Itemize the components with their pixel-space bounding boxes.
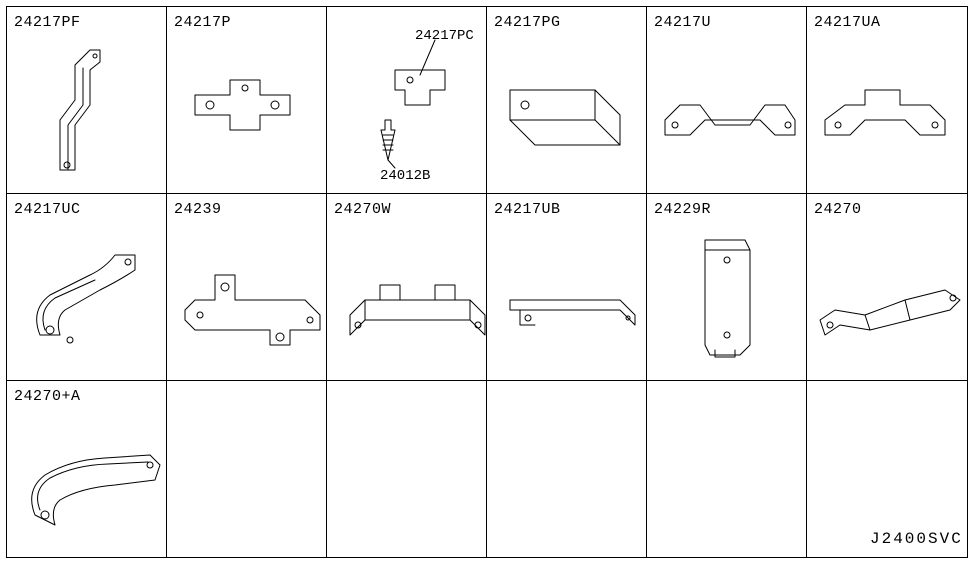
cell-label: 24270W xyxy=(334,201,391,218)
col-divider xyxy=(486,380,487,558)
part-bracket-icon xyxy=(180,260,330,360)
part-bracket-icon xyxy=(660,75,800,155)
cell-label: 24217PF xyxy=(14,14,81,31)
cell-label: 24270 xyxy=(814,201,862,218)
col-divider xyxy=(806,6,807,380)
footer-code: J2400SVC xyxy=(870,530,963,548)
cell-label: 24217UA xyxy=(814,14,881,31)
col-divider xyxy=(646,380,647,558)
part-bracket-icon xyxy=(500,70,630,160)
part-bracket-icon xyxy=(340,255,490,355)
cell-label: 24217UC xyxy=(14,201,81,218)
cell-label: 24270+A xyxy=(14,388,81,405)
col-divider xyxy=(166,6,167,380)
cell-label: 24239 xyxy=(174,201,222,218)
part-bracket-icon xyxy=(40,40,150,180)
cell-label: 24217P xyxy=(174,14,231,31)
col-divider xyxy=(646,6,647,380)
part-bracket-icon xyxy=(20,240,160,360)
part-bracket-icon xyxy=(20,430,170,540)
row-divider xyxy=(6,193,968,194)
cell-label: 24217UB xyxy=(494,201,561,218)
col-divider xyxy=(806,380,807,558)
part-bracket-icon xyxy=(815,265,965,355)
part-bracket-icon xyxy=(690,235,770,365)
part-bracket-icon xyxy=(820,80,950,150)
part-bracket-icon xyxy=(180,70,310,150)
cell-label: 24217PG xyxy=(494,14,561,31)
cell-label: 24229R xyxy=(654,201,711,218)
part-clip-screw-icon xyxy=(335,40,485,180)
cell-label: 24217U xyxy=(654,14,711,31)
part-bracket-icon xyxy=(500,270,645,350)
col-divider xyxy=(326,380,327,558)
row-divider xyxy=(6,380,968,381)
